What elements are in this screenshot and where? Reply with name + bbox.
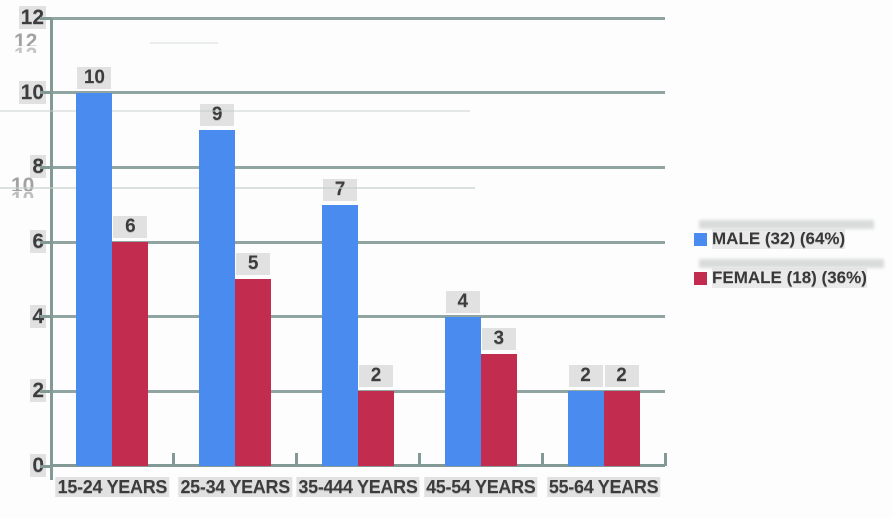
bar-female-1 [235,279,272,466]
gridline-8 [51,165,665,169]
male-swatch-icon [694,232,707,246]
value-label-female-0: 6 [113,216,148,238]
value-label-female-1: 5 [236,253,271,276]
ghost-strip-0 [699,220,874,229]
x-tick-5 [663,453,667,466]
bar-female-0 [112,242,149,466]
y-tick-2 [40,389,51,393]
y-axis-label-6: 6 [0,230,46,254]
y-tick-4 [40,315,51,319]
y-axis-label-text: 8 [30,155,46,179]
y-axis-label-text: 6 [30,230,46,253]
y-tick-6 [40,240,51,244]
value-label-male-4: 2 [568,365,603,388]
bar-male-2 [322,204,358,466]
female-swatch-icon [694,271,707,285]
value-label-male-1: 9 [200,104,235,126]
bar-male-4 [567,391,604,466]
ghost-label-3: 10 [11,189,34,198]
value-label-male-3: 4 [445,290,480,313]
y-axis-label-text: 2 [30,379,46,403]
value-label-female-4: 2 [604,365,639,388]
value-label-male-2: 7 [323,178,357,201]
legend-label-female: FEMALE (18) (36%) [712,268,867,288]
x-tick-2 [295,453,299,466]
y-axis-label-8: 8 [0,155,46,179]
ghost-label-1: 12 [14,45,37,53]
ghost-strip-1 [699,259,884,268]
x-tick-1 [172,453,176,466]
x-axis-label-text: 55-64 YEARS [546,477,661,497]
x-axis-label-text: 15-24 YEARS [55,477,170,497]
y-tick-10 [40,91,51,95]
y-axis-label-4: 4 [0,304,46,329]
y-axis-label-text: 10 [18,80,46,104]
x-axis-label-1: 25-34 YEARS [178,477,292,498]
gridline-4 [51,315,665,319]
y-axis-label-text: 0 [30,454,46,477]
x-axis-label-text: 25-34 YEARS [178,477,292,497]
bar-male-3 [444,316,481,466]
x-tick-3 [417,453,421,466]
x-axis-label-4: 55-64 YEARS [546,477,661,498]
x-axis-label-text: 35-444 YEARS [296,477,420,497]
y-axis-label-12: 12 [0,6,46,30]
legend-label-male: MALE (32) (64%) [712,229,846,249]
x-tick-0 [49,453,53,466]
x-axis-label-text: 45-54 YEARS [424,477,538,497]
gridline-6 [51,240,665,244]
x-axis-label-2: 35-444 YEARS [296,477,420,498]
y-axis-label-10: 10 [0,80,46,105]
y-tick-8 [40,165,51,169]
bar-female-4 [603,391,640,466]
gridline-12 [51,16,665,20]
x-tick-4 [540,453,544,466]
x-axis-label-3: 45-54 YEARS [424,477,538,498]
y-axis-label-0: 0 [0,454,46,478]
y-tick-12 [40,16,51,20]
bar-male-0 [76,92,113,466]
bar-male-1 [199,130,236,466]
y-tick-0 [40,464,51,468]
bar-female-2 [358,391,394,466]
y-axis-label-2: 2 [0,379,46,403]
x-axis-label-0: 15-24 YEARS [55,477,170,498]
legend-item-male: MALE (32) (64%) [694,229,846,249]
value-label-female-3: 3 [481,328,516,350]
y-axis-label-text: 12 [18,6,46,29]
value-label-male-0: 10 [77,66,112,89]
y-axis-line [50,18,53,480]
y-axis-label-text: 4 [30,304,46,328]
bar-female-3 [480,354,517,466]
ghost-label-0: 12 [14,31,38,46]
legend-item-female: FEMALE (18) (36%) [694,268,867,288]
value-label-female-2: 2 [359,365,393,388]
gridline-10 [51,91,665,95]
